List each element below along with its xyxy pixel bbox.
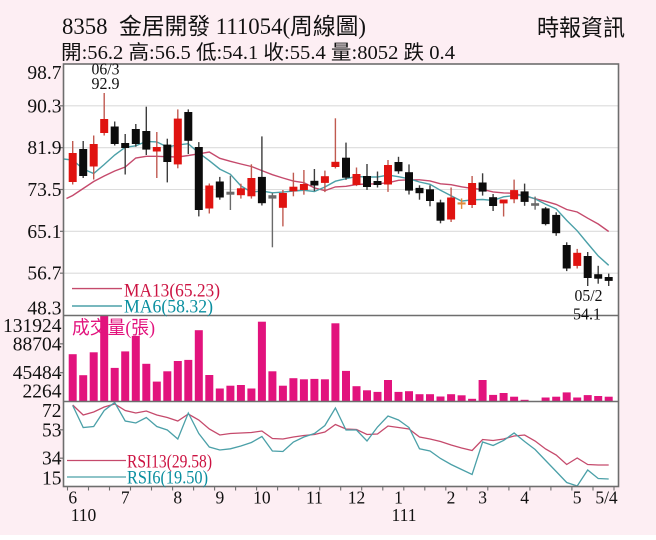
svg-text:2264: 2264 (23, 382, 62, 403)
svg-text:9: 9 (215, 488, 224, 508)
svg-text:45484: 45484 (13, 363, 62, 384)
svg-text:53: 53 (42, 420, 62, 441)
svg-text:MA6(58.32): MA6(58.32) (124, 298, 213, 318)
svg-text:RSI13(29.58): RSI13(29.58) (127, 453, 212, 473)
svg-text:8: 8 (173, 488, 182, 508)
svg-text:15: 15 (42, 469, 62, 490)
svg-text:98.7: 98.7 (27, 63, 61, 84)
svg-text:時報資訊: 時報資訊 (537, 16, 625, 41)
svg-text:1: 1 (394, 488, 403, 508)
svg-text:10: 10 (253, 488, 271, 508)
svg-text:RSI6(19.50): RSI6(19.50) (127, 469, 208, 489)
svg-text:92.9: 92.9 (92, 74, 120, 93)
svg-text:72: 72 (42, 401, 62, 422)
svg-text:7: 7 (121, 488, 130, 508)
svg-text:11: 11 (306, 488, 323, 508)
svg-text:73.5: 73.5 (27, 180, 61, 201)
svg-text:6: 6 (68, 488, 77, 508)
svg-text:05/2: 05/2 (575, 286, 603, 305)
svg-text:06/3: 06/3 (92, 60, 120, 79)
svg-text:90.3: 90.3 (27, 96, 61, 117)
svg-text:110: 110 (71, 505, 97, 525)
svg-text:3: 3 (478, 488, 487, 508)
svg-text:5/4: 5/4 (595, 488, 618, 508)
svg-text:88704: 88704 (13, 334, 62, 355)
svg-text:成交量(張): 成交量(張) (72, 318, 155, 339)
svg-text:4: 4 (520, 488, 529, 508)
svg-text:MA13(65.23): MA13(65.23) (124, 282, 220, 302)
svg-text:54.1: 54.1 (573, 304, 601, 323)
svg-text:2: 2 (447, 488, 456, 508)
svg-text:48.3: 48.3 (27, 299, 61, 320)
svg-text:56.7: 56.7 (27, 264, 61, 285)
svg-text:5: 5 (573, 488, 582, 508)
svg-text:8358 金居開發 111054(周線圖): 8358 金居開發 111054(周線圖) (62, 14, 366, 39)
svg-text:111: 111 (392, 505, 417, 525)
svg-text:開:56.2 高:56.5 低:54.1 收:55.4 量:: 開:56.2 高:56.5 低:54.1 收:55.4 量:8052 跌 0.4 (61, 41, 455, 64)
svg-text:65.1: 65.1 (27, 222, 61, 243)
svg-text:12: 12 (348, 488, 366, 508)
svg-text:131924: 131924 (3, 316, 62, 337)
svg-text:34: 34 (42, 449, 62, 470)
svg-text:81.9: 81.9 (27, 138, 61, 159)
